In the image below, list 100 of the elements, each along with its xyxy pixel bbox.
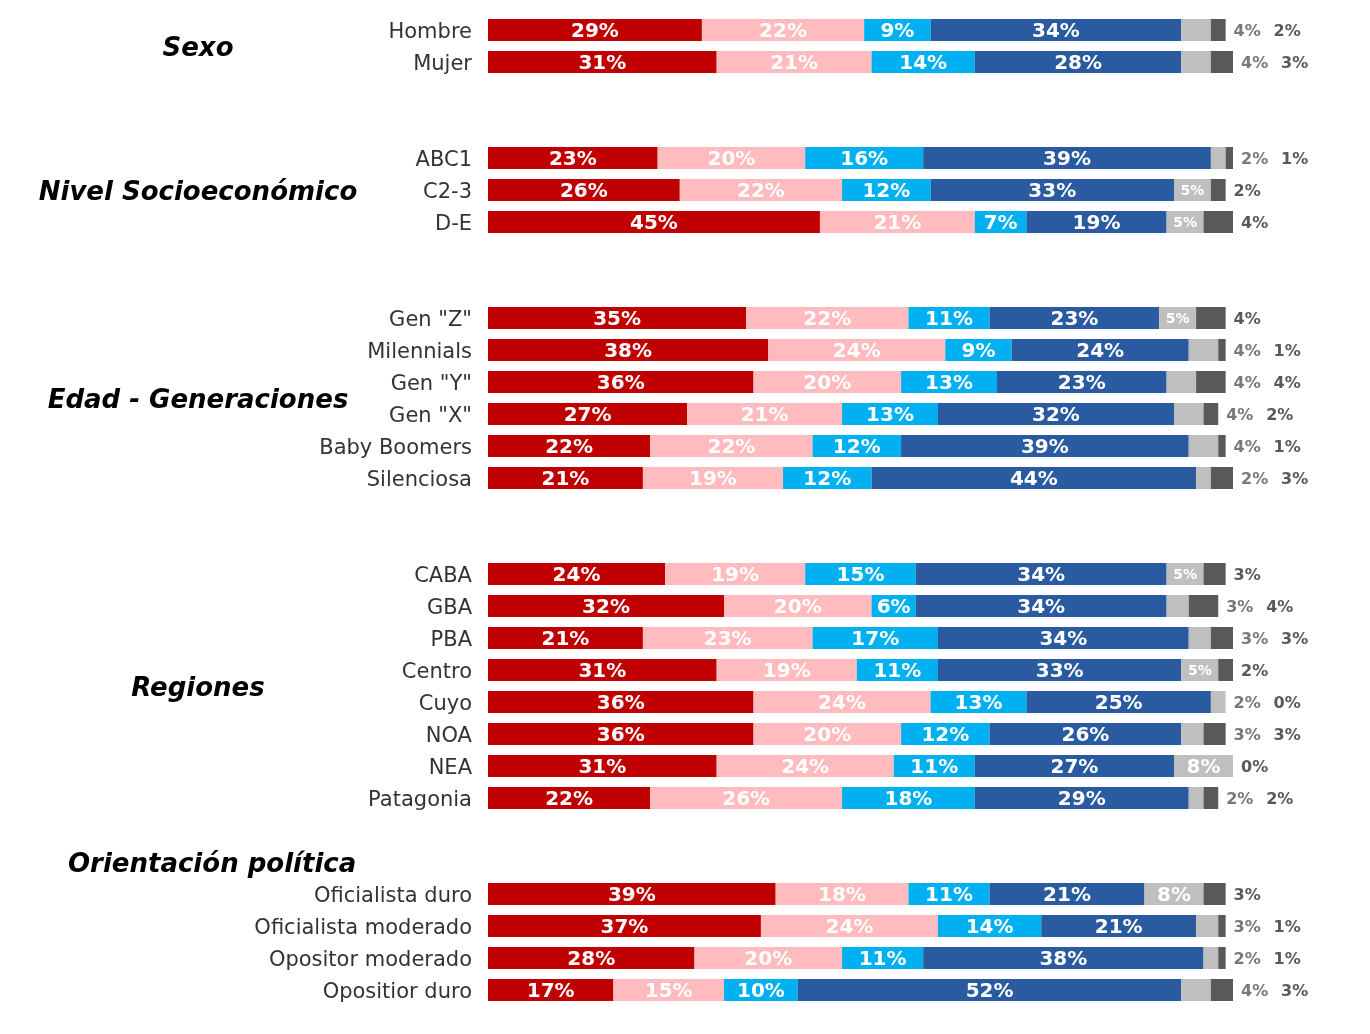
bar [488, 371, 754, 393]
data-label: 23% [548, 146, 597, 170]
data-label: 13% [925, 370, 973, 394]
data-label: 24% [1076, 338, 1125, 362]
bar [915, 595, 1167, 617]
data-label: 17% [851, 626, 900, 650]
data-label: 29% [1057, 786, 1106, 810]
data-label: 11% [925, 306, 973, 330]
bar [1225, 147, 1233, 169]
bar [716, 755, 894, 777]
y-tick-label: C2-3 [423, 179, 472, 203]
bar [488, 915, 761, 937]
data-label: 28% [567, 946, 616, 970]
data-label: 4% [1233, 309, 1261, 328]
data-label: 2% [1233, 949, 1261, 968]
bar [1203, 211, 1233, 233]
bar [937, 627, 1189, 649]
data-label: 25% [1094, 690, 1143, 714]
data-label: 4% [1233, 21, 1261, 40]
data-label: 1% [1273, 949, 1301, 968]
data-label: 8% [1157, 882, 1191, 906]
bar [1203, 787, 1219, 809]
bar [488, 883, 776, 905]
data-label: 20% [707, 146, 756, 170]
y-tick-label: Gen "Z" [389, 307, 472, 331]
data-label: 16% [840, 146, 889, 170]
data-label: 20% [803, 370, 852, 394]
data-label: 6% [876, 594, 911, 618]
data-label: 3% [1233, 917, 1261, 936]
data-label: 2% [1241, 469, 1269, 488]
bar [797, 979, 1182, 1001]
data-label: 21% [770, 50, 819, 74]
bar [488, 147, 658, 169]
y-tick-label: CABA [414, 563, 473, 587]
data-label: 24% [781, 754, 830, 778]
bar [1196, 307, 1226, 329]
bar [687, 403, 843, 425]
data-label: 4% [1226, 405, 1254, 424]
y-tick-label: Milennials [367, 339, 472, 363]
data-label: 34% [1017, 562, 1066, 586]
data-label: 4% [1233, 373, 1261, 392]
data-label: 38% [604, 338, 653, 362]
data-label: 22% [545, 434, 594, 458]
bar [1218, 339, 1226, 361]
data-label: 0% [1241, 757, 1269, 776]
bar [488, 755, 717, 777]
bar [753, 691, 931, 713]
bar [642, 627, 813, 649]
bar [488, 307, 747, 329]
data-label: 31% [578, 50, 627, 74]
bar [488, 19, 702, 41]
data-label: 22% [545, 786, 594, 810]
bar [996, 371, 1167, 393]
data-label: 2% [1241, 661, 1269, 680]
data-label: 31% [578, 754, 627, 778]
text: Nivel Socioeconómico [38, 176, 358, 206]
bar [974, 755, 1174, 777]
data-label: 32% [582, 594, 630, 618]
data-label: 11% [910, 754, 959, 778]
bar [488, 179, 680, 201]
y-tick-label: Mujer [413, 51, 473, 75]
bar [1181, 19, 1211, 41]
y-tick-label: PBA [430, 627, 473, 651]
y-tick-label: Silenciosa [366, 467, 472, 491]
y-tick-label: Cuyo [418, 691, 472, 715]
bar [1210, 51, 1233, 73]
text: Regiones [131, 672, 265, 702]
data-label: 37% [600, 914, 649, 938]
data-label: 22% [759, 18, 807, 42]
data-label: 10% [736, 978, 785, 1002]
data-label: 0% [1273, 693, 1301, 712]
data-label: 36% [596, 690, 645, 714]
data-label: 39% [1020, 434, 1069, 458]
data-label: 34% [1017, 594, 1066, 618]
data-label: 12% [803, 466, 852, 490]
data-label: 2% [1233, 181, 1261, 200]
bar [1181, 51, 1211, 73]
data-label: 11% [873, 658, 922, 682]
bar [650, 787, 843, 809]
bar [1218, 947, 1226, 969]
bar [488, 595, 725, 617]
data-label: 12% [832, 434, 881, 458]
data-label: 3% [1226, 597, 1254, 616]
bar [760, 915, 938, 937]
bar [1210, 147, 1226, 169]
bar [488, 403, 688, 425]
data-label: 2% [1241, 149, 1269, 168]
bar [937, 403, 1174, 425]
y-tick-label: D-E [434, 211, 472, 235]
data-label: 1% [1273, 437, 1301, 456]
bar [1188, 339, 1219, 361]
data-label: 3% [1281, 469, 1309, 488]
data-label: 36% [596, 722, 645, 746]
bar [1196, 915, 1219, 937]
bar [1203, 563, 1226, 585]
data-label: 14% [965, 914, 1014, 938]
data-label: 22% [736, 178, 785, 202]
data-label: 2% [1273, 21, 1301, 40]
data-label: 9% [961, 338, 996, 362]
data-label: 4% [1233, 341, 1261, 360]
